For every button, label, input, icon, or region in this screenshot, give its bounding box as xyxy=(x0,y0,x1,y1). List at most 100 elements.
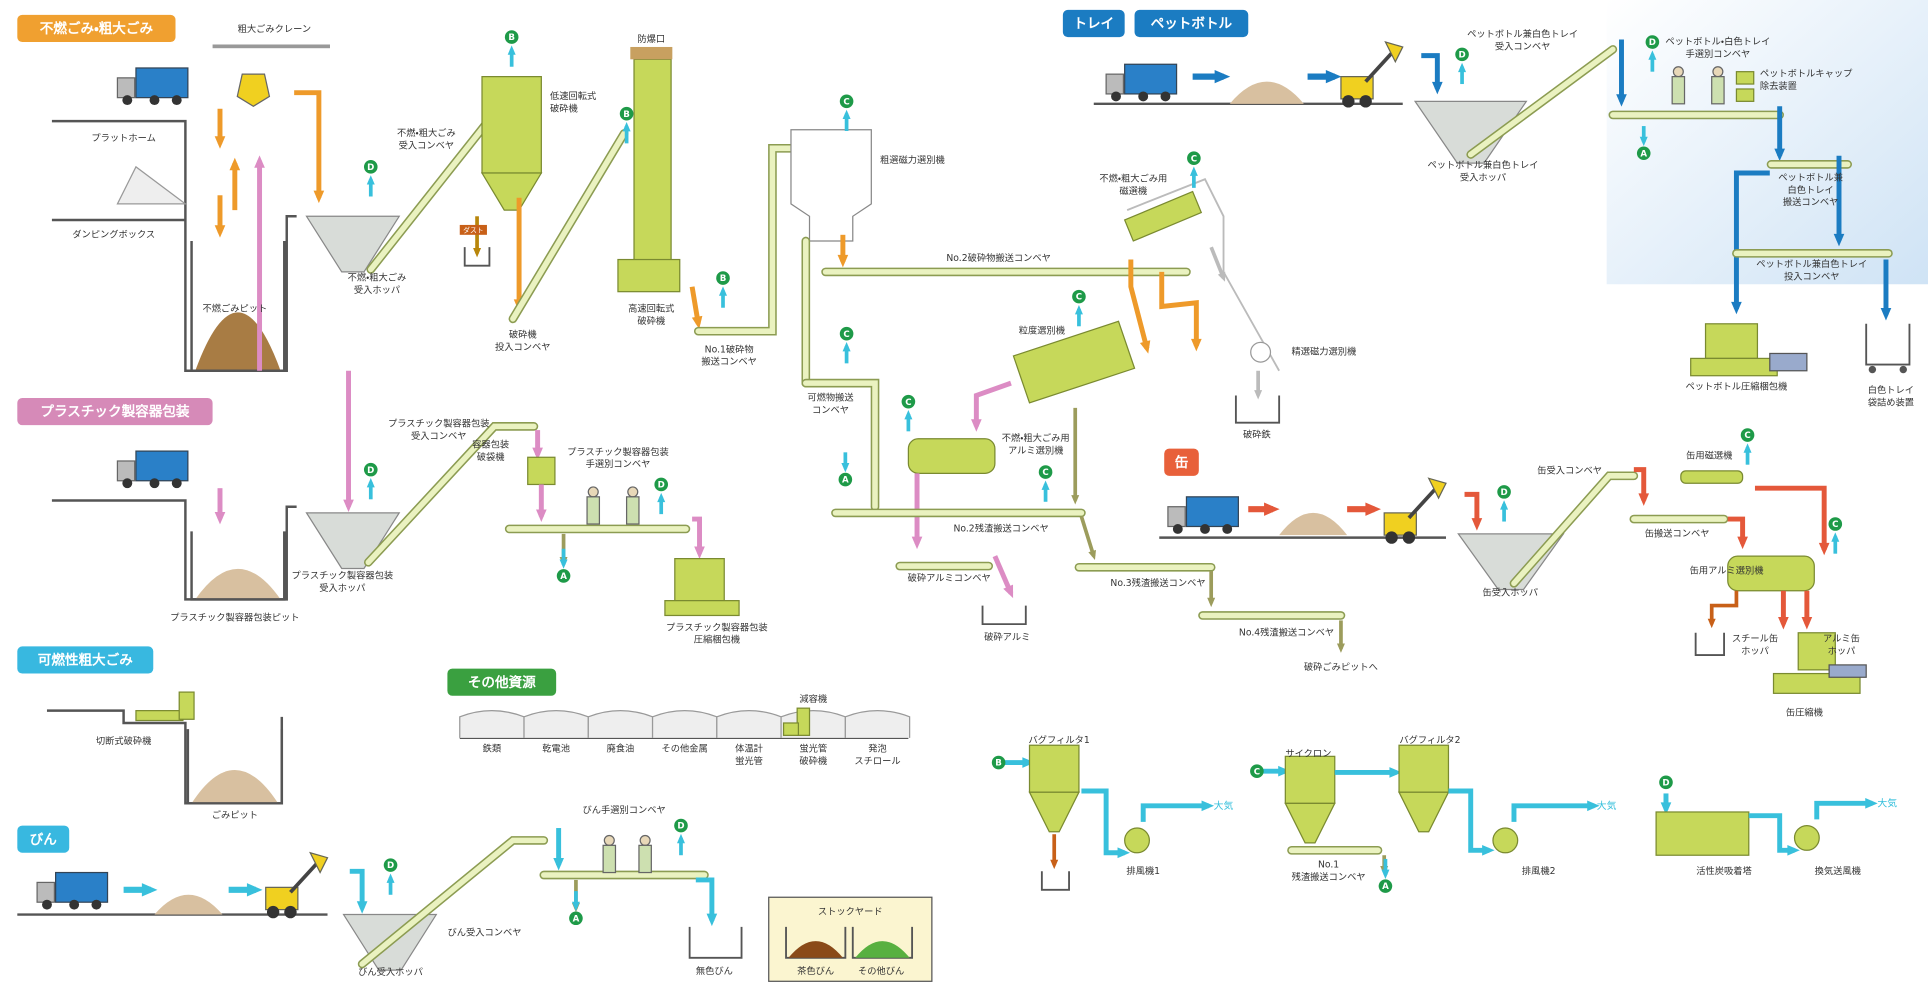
arrow-head xyxy=(572,902,580,911)
truck-wheel xyxy=(122,478,132,488)
flow-line xyxy=(1081,517,1093,557)
storage-bay xyxy=(717,711,781,738)
arrow-head xyxy=(843,110,851,119)
storage-bay xyxy=(653,711,717,738)
arrow-head xyxy=(343,500,354,512)
filter xyxy=(1399,745,1448,792)
arrow-head xyxy=(1190,167,1198,176)
arrow-head xyxy=(1191,339,1202,351)
worker-body xyxy=(639,845,651,872)
label: 袋詰め装置 xyxy=(1868,396,1914,408)
flow-line xyxy=(1143,806,1209,822)
hopper xyxy=(307,216,400,272)
flow-line xyxy=(1081,791,1124,853)
worker-body xyxy=(603,845,615,872)
loader-wheel xyxy=(1359,95,1371,107)
marker-letter: C xyxy=(843,330,849,340)
arrow-head xyxy=(904,410,912,419)
marker-letter: C xyxy=(1744,431,1750,441)
arrow-head xyxy=(553,858,564,870)
marker-letter: D xyxy=(1500,488,1507,498)
storage-bay xyxy=(460,711,524,738)
can-bales xyxy=(1829,665,1866,677)
air-label: 大気 xyxy=(1877,796,1897,809)
crane-rail xyxy=(213,44,330,48)
arrow-head xyxy=(838,255,849,267)
worker-head xyxy=(1673,67,1683,77)
label: プラスチック製容器包装 xyxy=(292,569,394,581)
pet-bales xyxy=(1770,353,1807,370)
label: 高速回転式 xyxy=(628,302,674,314)
flow-diagram: 不燃ごみ・粗大ごみプラスチック製容器包装可燃性粗大ごみびんその他資源トレイペット… xyxy=(0,0,1928,985)
vent-cap xyxy=(630,47,672,59)
truck-wheel xyxy=(42,900,52,910)
section-title: その他資源 xyxy=(468,674,536,691)
section-title: 缶 xyxy=(1175,454,1189,471)
arrow-head xyxy=(1202,800,1214,811)
loader-wheel xyxy=(1385,531,1397,543)
truck-wheel xyxy=(91,900,101,910)
marker-letter: B xyxy=(720,274,727,284)
label: 粒度選別機 xyxy=(1019,325,1065,337)
arrow-head xyxy=(623,122,631,131)
resource-label: 乾電池 xyxy=(542,742,570,754)
section-title: トレイ xyxy=(1073,16,1114,32)
worker-body xyxy=(1672,77,1684,104)
label: アルミ選別機 xyxy=(1008,445,1063,457)
dust-bin-1 xyxy=(1042,871,1069,890)
marker-letter: D xyxy=(1649,38,1656,48)
label: 圧縮梱包機 xyxy=(694,634,740,646)
arrow-head xyxy=(677,834,685,843)
pit-mound xyxy=(195,312,280,370)
arrow-head xyxy=(1365,503,1381,516)
label: No.3残渣搬送コンベヤ xyxy=(1110,577,1205,589)
low-speed-crusher xyxy=(482,77,541,173)
filter xyxy=(1285,756,1334,803)
filter-cone xyxy=(1285,803,1334,843)
marker-letter: C xyxy=(905,398,911,408)
cap-remover-2 xyxy=(1736,89,1753,101)
label: 破砕ごみピットへ xyxy=(1304,661,1378,673)
truck-wheel xyxy=(1111,91,1121,101)
section-title: ペットボトル xyxy=(1151,16,1233,32)
label: 缶圧縮機 xyxy=(1786,707,1823,719)
flow-line xyxy=(1162,272,1197,346)
arrow-head xyxy=(1042,480,1050,489)
marker-letter: D xyxy=(367,466,374,476)
label: ペットボトルキャップ xyxy=(1760,69,1853,80)
arrow-head xyxy=(215,136,226,148)
truck-body xyxy=(136,68,188,98)
truck-wheel xyxy=(1138,91,1148,101)
label: 受入コンベヤ xyxy=(411,430,467,442)
alum-separator xyxy=(908,439,995,474)
arrow-head xyxy=(473,248,481,257)
label: ホッパ xyxy=(1741,646,1769,657)
truck-wheel xyxy=(172,478,182,488)
marker-letter: B xyxy=(995,759,1002,769)
label: プラスチック製容器包装 xyxy=(567,446,669,458)
label: 受入ホッパ xyxy=(354,284,400,296)
flow-line xyxy=(976,383,1011,426)
label: プラットホーム xyxy=(91,133,155,144)
label: 破砕鉄 xyxy=(1243,429,1271,441)
marker-letter: C xyxy=(1832,520,1838,530)
marker-letter: A xyxy=(560,572,567,582)
label: 不燃・粗大ごみ xyxy=(397,127,456,139)
worker-body xyxy=(1712,77,1724,104)
arrow-head xyxy=(1215,70,1231,83)
label: 搬送コンベヤ xyxy=(1783,196,1839,208)
truck-cab xyxy=(37,882,54,902)
conveyor xyxy=(698,148,797,331)
resource-label: 廃食油 xyxy=(607,742,635,754)
label: ペットボトル兼白色トレイ xyxy=(1428,159,1539,171)
label: 受入ホッパ xyxy=(1460,171,1506,183)
label: 活性炭吸着塔 xyxy=(1696,865,1752,877)
label: バグフィルタ1 xyxy=(1029,734,1090,746)
label: 除去装置 xyxy=(1760,80,1797,92)
worker-body xyxy=(587,497,599,524)
label: 投入コンベヤ xyxy=(495,341,550,353)
resource-label: その他金属 xyxy=(662,742,708,754)
truck-wheel xyxy=(1200,524,1210,534)
label: 破砕機 xyxy=(637,315,665,327)
arrow-head xyxy=(707,914,718,926)
